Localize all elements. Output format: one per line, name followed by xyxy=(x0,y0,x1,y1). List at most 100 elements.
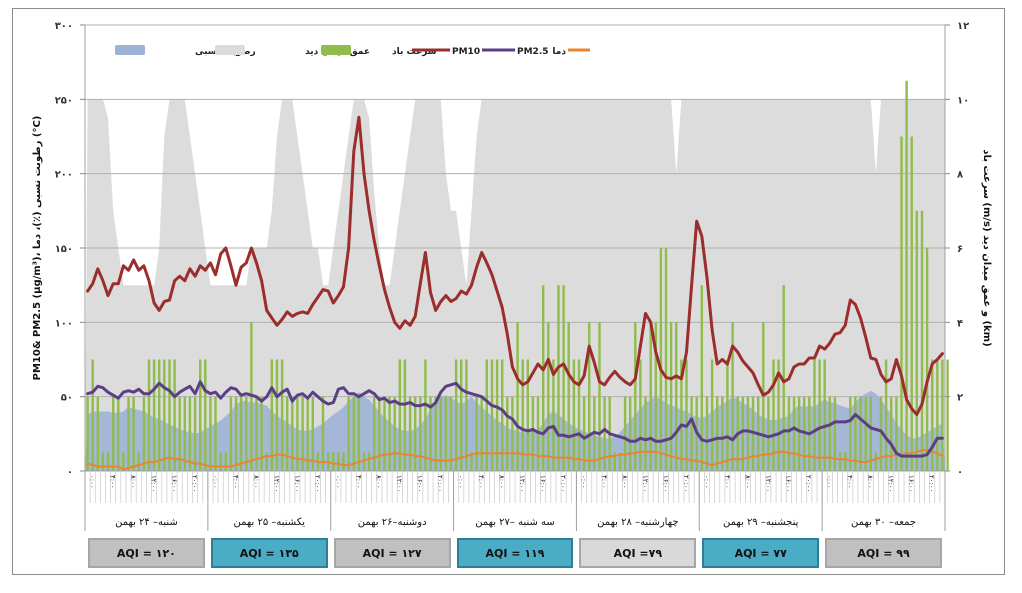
wind-bar xyxy=(623,396,627,471)
wind-bar xyxy=(357,396,361,471)
wind-bar xyxy=(669,322,673,471)
day-label: شنبه– ۲۴ بهمن xyxy=(115,517,178,528)
wind-bar xyxy=(787,396,791,471)
wind-bar xyxy=(373,396,376,471)
wind-bar xyxy=(199,359,202,471)
wind-bar xyxy=(337,452,340,471)
wind-bar xyxy=(101,452,105,471)
wind-bar xyxy=(526,359,529,471)
wind-bar xyxy=(552,359,555,471)
wind-bar xyxy=(700,285,703,471)
wind-bar xyxy=(823,359,826,471)
wind-bar xyxy=(454,359,458,471)
right-tick-label: ۸ xyxy=(957,170,963,181)
wind-bar xyxy=(403,359,407,471)
humidity-area-layer xyxy=(85,390,945,471)
hour-label: ۱۲:۰۰ xyxy=(395,475,403,492)
wind-bar xyxy=(224,452,227,471)
wind-bar xyxy=(936,359,939,471)
wind-bar xyxy=(577,359,581,471)
wind-bar xyxy=(521,359,524,471)
wind-bar xyxy=(188,396,192,471)
aqi-box: AQI = ۷۷ xyxy=(702,538,820,568)
hour-label: ۸:۰۰ xyxy=(252,475,260,489)
hour-label: ۱۲:۰۰ xyxy=(641,475,649,492)
wind-bar xyxy=(444,396,448,471)
wind-bar xyxy=(280,359,284,471)
wind-bar xyxy=(915,210,918,472)
hour-label: ۱۲:۰۰ xyxy=(887,475,895,492)
wind-bar xyxy=(854,396,857,471)
wind-bar xyxy=(659,248,663,471)
wind-bar xyxy=(255,396,258,471)
hour-label: ۲۰:۰۰ xyxy=(805,475,813,492)
hour-label: ۰:۰۰ xyxy=(825,475,833,489)
wind-bar xyxy=(746,396,750,471)
wind-bar xyxy=(219,452,222,471)
wind-bar xyxy=(879,396,883,471)
wind-bar xyxy=(490,359,494,471)
wind-bar xyxy=(716,396,719,471)
hour-label: ۱۲:۰۰ xyxy=(518,475,526,492)
right-tick-label: ۴ xyxy=(957,318,963,329)
wind-bar xyxy=(449,396,453,471)
left-tick-label: ۳۰۰ xyxy=(55,21,73,32)
hour-label: ۱۶:۰۰ xyxy=(784,475,792,492)
wind-bar xyxy=(163,359,166,471)
wind-bar xyxy=(731,322,734,471)
wind-bar xyxy=(895,396,898,471)
wind-bar xyxy=(613,452,616,471)
wind-bar xyxy=(859,396,862,471)
left-tick-label: ۲۰۰ xyxy=(55,170,73,181)
wind-bar xyxy=(296,396,299,471)
wind-bar xyxy=(874,452,878,471)
right-tick-label: ۶ xyxy=(957,244,963,255)
wind-bar xyxy=(147,359,151,471)
wind-bar xyxy=(562,285,565,471)
wind-bar xyxy=(634,322,637,471)
hour-label: ۴:۰۰ xyxy=(723,475,731,489)
wind-bar xyxy=(204,359,207,471)
wind-bar xyxy=(833,396,837,471)
wind-bar xyxy=(112,396,115,471)
wind-bar xyxy=(485,359,488,471)
wind-bar xyxy=(117,396,120,471)
aqi-box: AQI = ۹۹ xyxy=(825,538,942,568)
hour-label: ۴:۰۰ xyxy=(231,475,239,489)
wind-bar xyxy=(429,396,432,471)
wind-bar xyxy=(378,396,381,471)
wind-bar xyxy=(910,136,913,471)
wind-legend-swatch xyxy=(321,45,351,55)
wind-bar xyxy=(588,322,591,471)
hour-label: ۸:۰۰ xyxy=(866,475,874,489)
humidity-area xyxy=(85,390,945,471)
wind-bar xyxy=(480,396,483,471)
wind-bar xyxy=(864,396,867,471)
hour-label: ۲۰:۰۰ xyxy=(190,475,198,492)
hour-label: ۸:۰۰ xyxy=(620,475,628,489)
wind-bar xyxy=(265,452,268,471)
hour-label: ۱۲:۰۰ xyxy=(150,475,158,492)
wind-bar xyxy=(705,396,709,471)
day-label: سه شنبه –۲۷ بهمن xyxy=(475,517,555,528)
wind-bar xyxy=(239,396,243,471)
hour-label: ۸:۰۰ xyxy=(743,475,751,489)
wind-bar xyxy=(721,396,724,471)
wind-bar xyxy=(321,396,325,471)
hour-label: ۲۰:۰۰ xyxy=(682,475,690,492)
wind-bar xyxy=(782,285,785,471)
wind-bar xyxy=(675,322,678,471)
wind-bar xyxy=(347,396,350,471)
day-label: دوشنبه–۲۶ بهمن xyxy=(358,517,427,528)
left-tick-label: ۱۵۰ xyxy=(55,244,73,255)
wind-bar xyxy=(849,396,852,471)
wind-bar xyxy=(229,396,233,471)
wind-bar xyxy=(367,452,371,471)
wind-bar xyxy=(813,359,816,471)
wind-bar xyxy=(439,396,442,471)
wind-bar xyxy=(542,285,545,471)
wind-bar xyxy=(434,396,437,471)
hour-label: ۴:۰۰ xyxy=(109,475,117,489)
wind-bar xyxy=(388,396,391,471)
wind-bar xyxy=(332,452,335,471)
